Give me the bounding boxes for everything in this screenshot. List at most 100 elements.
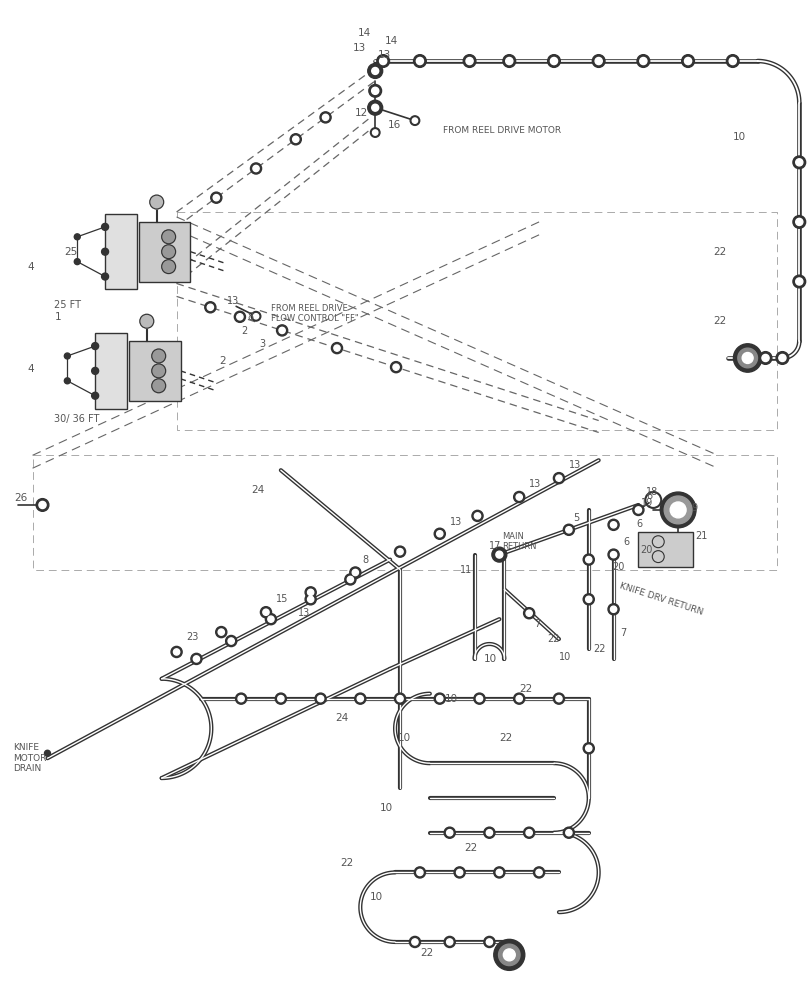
- Circle shape: [550, 57, 557, 65]
- Circle shape: [251, 311, 260, 321]
- Circle shape: [446, 939, 453, 945]
- Text: 22: 22: [499, 733, 512, 743]
- Circle shape: [792, 156, 805, 169]
- Text: 22: 22: [712, 316, 725, 326]
- Text: 8: 8: [247, 312, 253, 322]
- Circle shape: [204, 302, 216, 313]
- Circle shape: [411, 939, 418, 945]
- Text: 22: 22: [593, 644, 606, 654]
- Circle shape: [582, 743, 594, 754]
- Text: 13: 13: [529, 479, 541, 489]
- Circle shape: [238, 696, 244, 702]
- Circle shape: [565, 830, 571, 836]
- Circle shape: [681, 55, 693, 67]
- Circle shape: [486, 830, 492, 836]
- Circle shape: [371, 104, 378, 111]
- Text: 2: 2: [241, 326, 247, 336]
- Circle shape: [732, 344, 761, 372]
- Circle shape: [474, 513, 480, 519]
- Circle shape: [394, 693, 406, 704]
- Text: 30/ 36 FT: 30/ 36 FT: [54, 414, 100, 424]
- Circle shape: [741, 353, 752, 363]
- Circle shape: [610, 522, 616, 528]
- Text: 10: 10: [397, 733, 410, 743]
- Circle shape: [556, 475, 561, 481]
- Text: 10: 10: [732, 132, 745, 142]
- Circle shape: [483, 827, 495, 838]
- Circle shape: [795, 159, 802, 166]
- Text: 19: 19: [641, 498, 653, 508]
- Circle shape: [778, 354, 785, 362]
- Text: 17: 17: [489, 541, 501, 551]
- Text: 15: 15: [276, 594, 288, 604]
- Circle shape: [101, 223, 109, 230]
- Text: 14: 14: [384, 36, 398, 46]
- FancyBboxPatch shape: [637, 532, 692, 567]
- FancyBboxPatch shape: [129, 341, 180, 401]
- Text: 7: 7: [534, 619, 539, 629]
- Circle shape: [684, 57, 691, 65]
- Circle shape: [390, 362, 401, 373]
- Circle shape: [92, 343, 98, 350]
- Circle shape: [225, 635, 237, 647]
- Circle shape: [305, 587, 315, 598]
- Text: 18: 18: [646, 487, 658, 497]
- Circle shape: [523, 608, 534, 619]
- Circle shape: [207, 304, 213, 310]
- Text: 22: 22: [547, 634, 559, 644]
- Circle shape: [607, 549, 618, 560]
- Circle shape: [394, 546, 406, 557]
- Circle shape: [792, 275, 805, 288]
- Circle shape: [758, 352, 771, 364]
- Text: 11: 11: [459, 565, 471, 575]
- Text: MAIN
RETURN: MAIN RETURN: [502, 532, 536, 551]
- Text: 26: 26: [15, 493, 28, 503]
- Circle shape: [265, 614, 277, 625]
- Circle shape: [594, 57, 602, 65]
- Circle shape: [397, 696, 403, 702]
- Circle shape: [367, 64, 382, 78]
- Circle shape: [650, 497, 655, 503]
- Circle shape: [547, 55, 560, 67]
- Circle shape: [345, 574, 355, 585]
- Circle shape: [161, 230, 175, 244]
- Text: 10: 10: [558, 652, 570, 662]
- Circle shape: [216, 627, 226, 638]
- Circle shape: [795, 218, 802, 225]
- Text: KNIFE
MOTOR
DRAIN: KNIFE MOTOR DRAIN: [13, 743, 46, 773]
- Circle shape: [496, 869, 502, 876]
- Circle shape: [277, 696, 284, 702]
- Text: FROM REEL DRIVE
FLOW CONTROL "FF": FROM REEL DRIVE FLOW CONTROL "FF": [271, 304, 358, 323]
- Circle shape: [161, 260, 175, 274]
- Text: 13: 13: [569, 460, 581, 470]
- Text: 20: 20: [611, 562, 624, 572]
- Circle shape: [322, 114, 328, 121]
- Circle shape: [253, 314, 259, 319]
- Circle shape: [39, 501, 46, 509]
- Text: 22: 22: [712, 247, 725, 257]
- Circle shape: [331, 343, 342, 354]
- Text: 16: 16: [388, 120, 401, 130]
- Circle shape: [498, 944, 519, 966]
- FancyBboxPatch shape: [105, 214, 137, 289]
- Text: 8: 8: [362, 555, 368, 565]
- Circle shape: [553, 693, 564, 704]
- Circle shape: [371, 87, 378, 94]
- Text: 4: 4: [28, 262, 34, 272]
- Circle shape: [305, 594, 315, 605]
- Circle shape: [376, 55, 389, 67]
- Text: 22: 22: [518, 684, 532, 694]
- Text: 7: 7: [620, 628, 626, 638]
- Text: KNIFE DRV RETURN: KNIFE DRV RETURN: [618, 582, 703, 617]
- Circle shape: [505, 57, 513, 65]
- Circle shape: [436, 531, 442, 537]
- Circle shape: [563, 827, 573, 838]
- Text: 10: 10: [483, 654, 496, 664]
- Circle shape: [277, 325, 287, 336]
- Circle shape: [607, 604, 618, 615]
- Text: 10: 10: [370, 892, 383, 902]
- Circle shape: [453, 867, 465, 878]
- Circle shape: [354, 693, 366, 704]
- Circle shape: [101, 273, 109, 280]
- Circle shape: [526, 610, 532, 616]
